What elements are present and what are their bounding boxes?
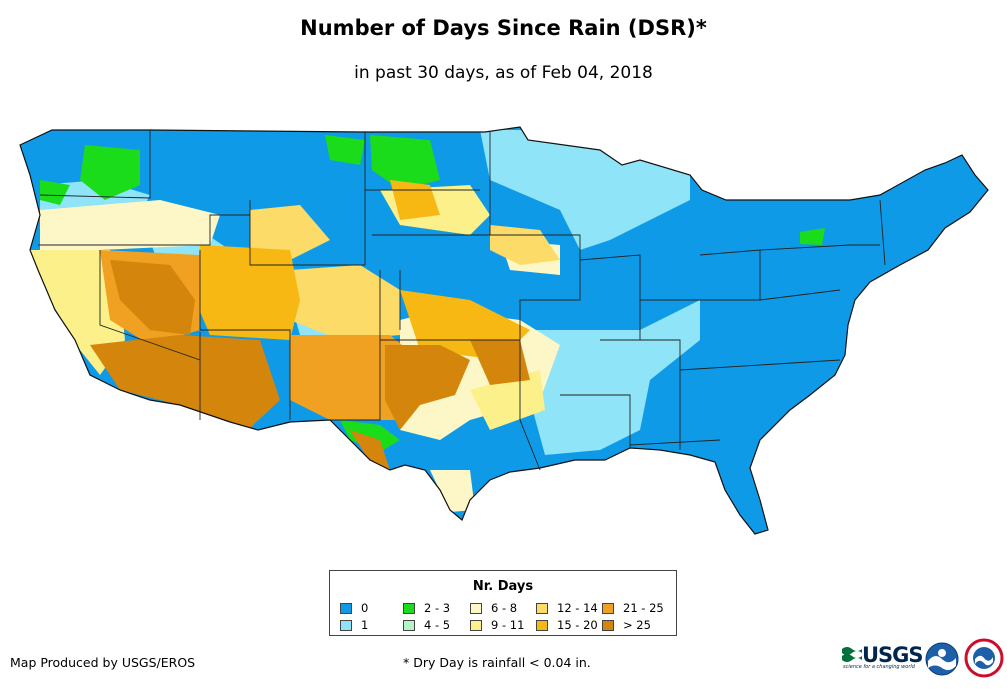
legend-swatch [536, 620, 548, 631]
producer-credit: Map Produced by USGS/EROS [10, 655, 196, 670]
legend-item: 2 - 3 [403, 602, 450, 615]
noaa-logo-icon [925, 642, 959, 676]
nws-logo-icon [964, 638, 1004, 678]
legend-label: 4 - 5 [424, 618, 451, 632]
usgs-wordmark: USGS [862, 643, 924, 667]
legend-item: 9 - 11 [470, 619, 524, 632]
legend-label: 9 - 11 [491, 618, 525, 632]
legend-label: 0 [361, 601, 369, 615]
map-title: Number of Days Since Rain (DSR)* [300, 16, 707, 40]
legend-swatch [536, 603, 548, 614]
legend-swatch [470, 603, 482, 614]
legend-swatch [602, 620, 614, 631]
legend-title: Nr. Days [472, 579, 534, 594]
map-legend: Nr. Days 0 1 2 - 3 4 - 5 6 - 8 9 - 11 12… [329, 570, 677, 636]
legend-label: > 25 [623, 618, 651, 632]
legend-label: 12 - 14 [557, 601, 598, 615]
dry-day-note: * Dry Day is rainfall < 0.04 in. [403, 655, 591, 670]
legend-item: > 25 [602, 619, 651, 632]
legend-item: 12 - 14 [536, 602, 598, 615]
conus-dsr-map [19, 126, 989, 535]
usgs-wave-icon [842, 647, 862, 662]
legend-label: 2 - 3 [424, 601, 451, 615]
legend-swatch [602, 603, 614, 614]
legend-item: 6 - 8 [470, 602, 517, 615]
usgs-tagline: science for a changing world [843, 664, 915, 670]
legend-item: 21 - 25 [602, 602, 664, 615]
legend-swatch [340, 620, 352, 631]
legend-swatch [403, 603, 415, 614]
legend-item: 0 [340, 602, 368, 615]
legend-item: 4 - 5 [403, 619, 450, 632]
legend-label: 21 - 25 [623, 601, 664, 615]
legend-label: 1 [361, 618, 369, 632]
legend-label: 15 - 20 [557, 618, 598, 632]
legend-item: 1 [340, 619, 368, 632]
legend-swatch [470, 620, 482, 631]
legend-label: 6 - 8 [491, 601, 518, 615]
legend-item: 15 - 20 [536, 619, 598, 632]
legend-swatch [340, 603, 352, 614]
legend-swatch [403, 620, 415, 631]
map-subtitle: in past 30 days, as of Feb 04, 2018 [354, 63, 653, 83]
